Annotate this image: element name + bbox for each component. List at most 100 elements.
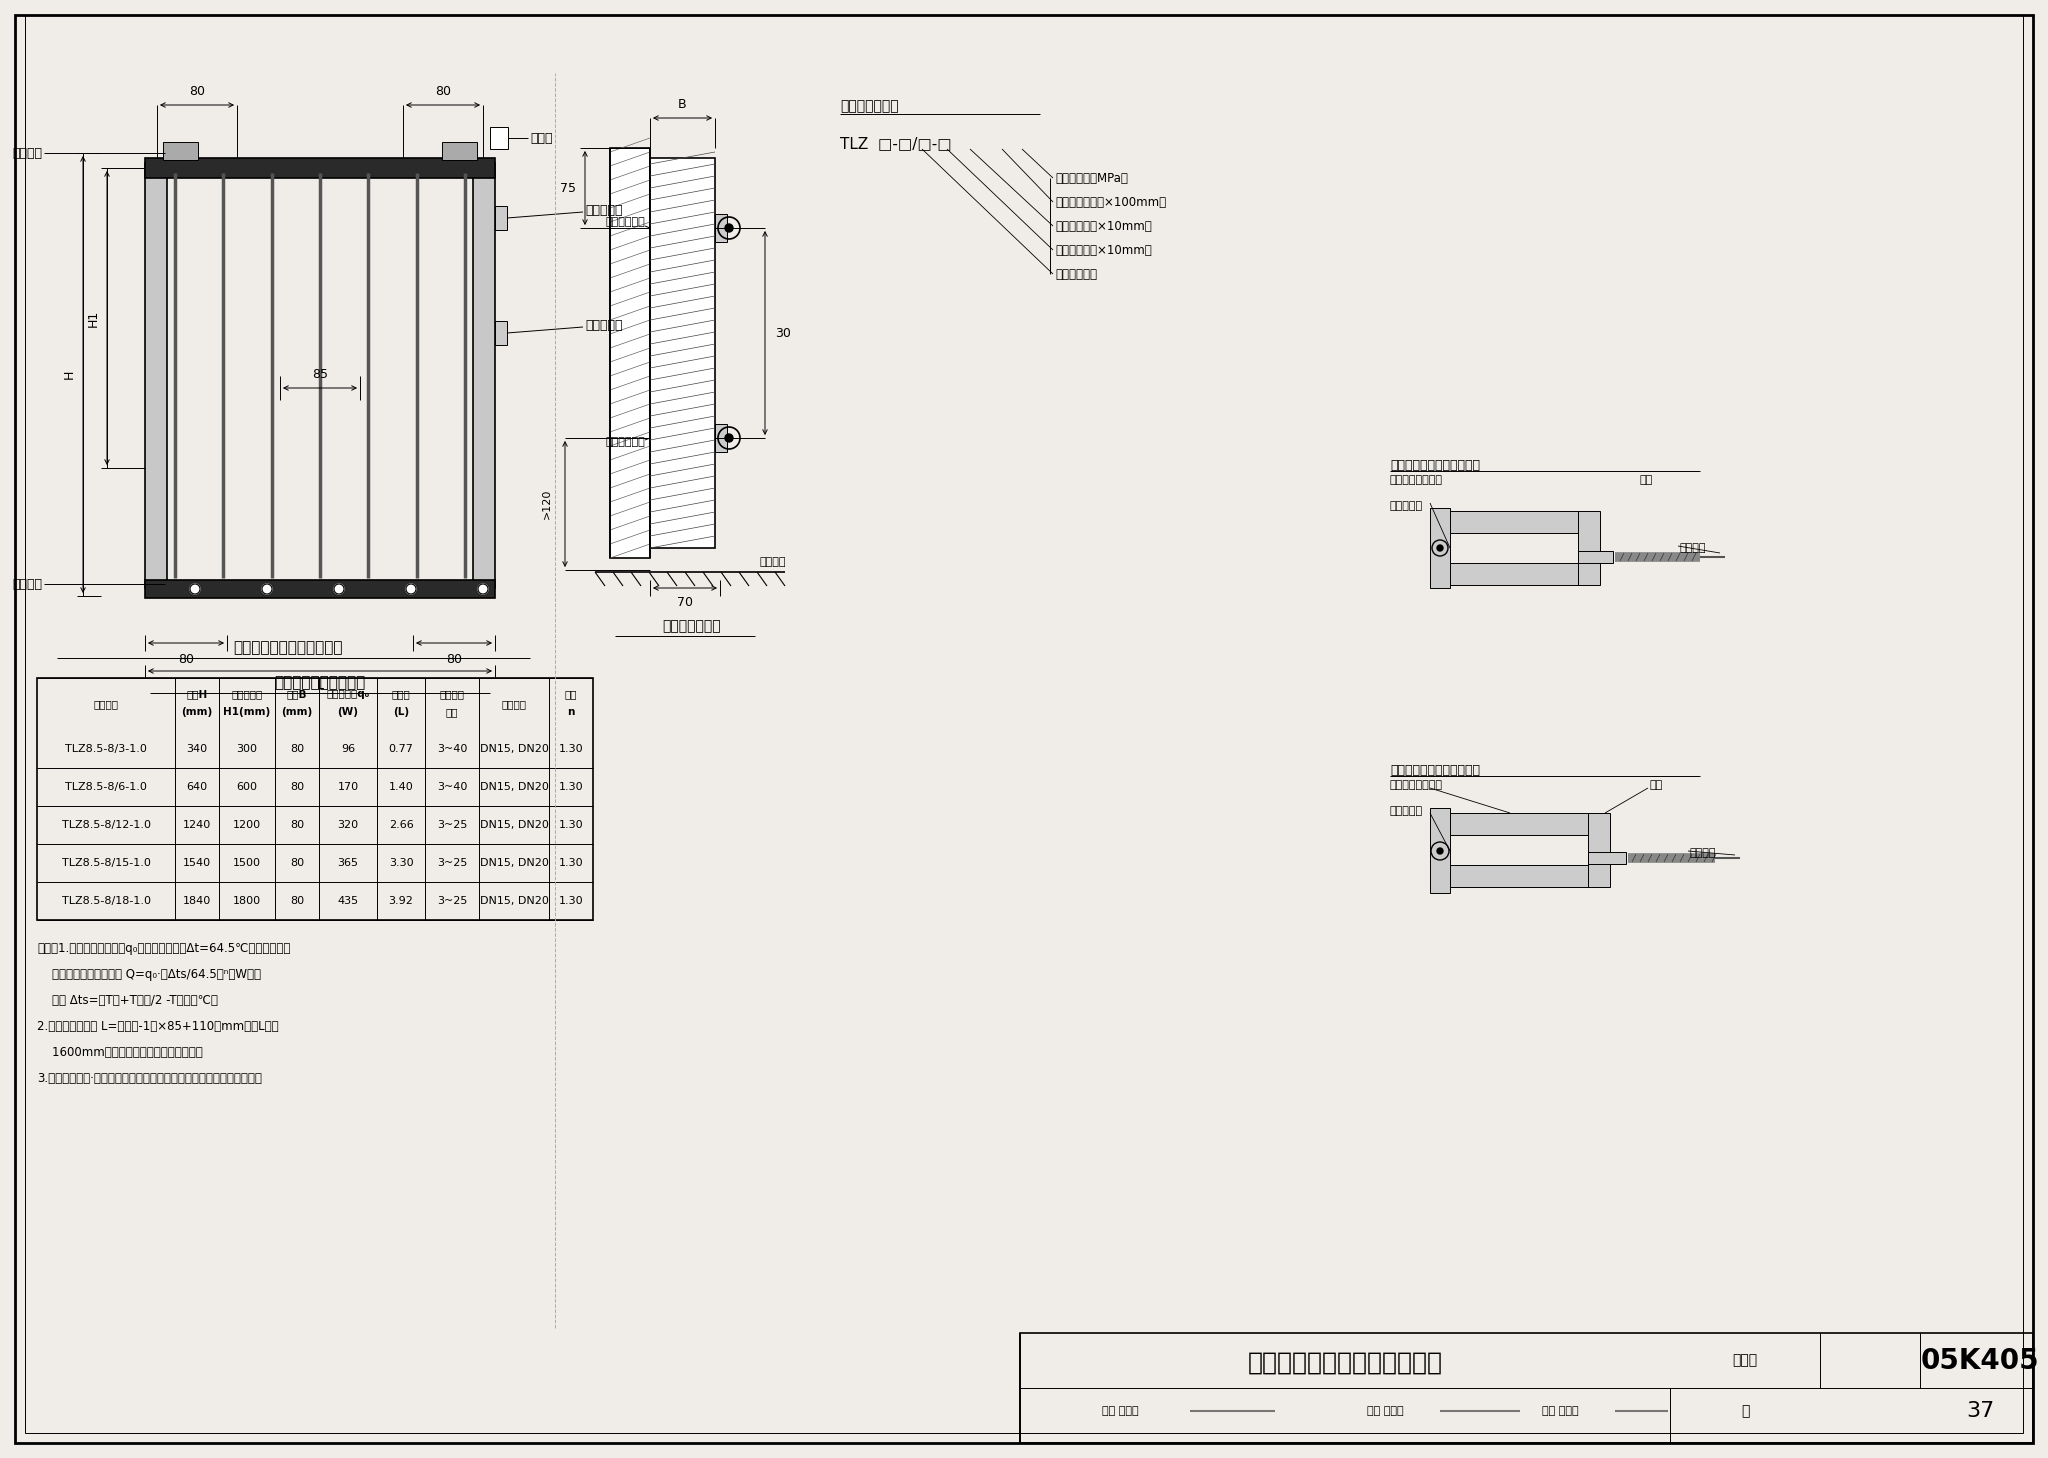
Text: (mm): (mm) [182, 707, 213, 717]
Text: 散热器型号标记: 散热器型号标记 [840, 99, 899, 114]
Bar [1579, 510, 1599, 585]
Text: (mm): (mm) [281, 707, 313, 717]
Text: 页: 页 [1741, 1404, 1749, 1419]
Text: 出水接口: 出水接口 [12, 577, 43, 590]
Text: 96: 96 [340, 744, 354, 754]
Text: 2.66: 2.66 [389, 819, 414, 830]
Text: 0.77: 0.77 [389, 744, 414, 754]
Text: DN15, DN20: DN15, DN20 [479, 857, 549, 868]
Text: 图集号: 图集号 [1733, 1353, 1757, 1368]
Bar [1450, 814, 1589, 835]
Text: 340: 340 [186, 744, 207, 754]
Text: 30: 30 [774, 327, 791, 340]
Text: 膨胀螺栓: 膨胀螺栓 [1679, 542, 1706, 553]
Bar [145, 163, 168, 588]
Text: 铜铝复合柱翼型散热器（四）: 铜铝复合柱翼型散热器（四） [1247, 1352, 1442, 1375]
Text: 37: 37 [1966, 1401, 1995, 1422]
Text: 1240: 1240 [182, 819, 211, 830]
Text: 一工作压力（MPa）: 一工作压力（MPa） [1055, 172, 1128, 185]
Text: 一单柱长度（×10mm）: 一单柱长度（×10mm） [1055, 243, 1151, 257]
Text: 铜铝复合柱翼型散热器: 铜铝复合柱翼型散热器 [274, 675, 367, 691]
Text: 2.散热器组合长度 L=（柱数-1）×85+110（mm），L大于: 2.散热器组合长度 L=（柱数-1）×85+110（mm），L大于 [37, 1021, 279, 1034]
Bar [1587, 851, 1626, 865]
Text: 接管尺寸: 接管尺寸 [502, 698, 526, 709]
Text: 3~25: 3~25 [436, 819, 467, 830]
Text: 1.30: 1.30 [559, 819, 584, 830]
Text: 80: 80 [291, 819, 303, 830]
Text: 1540: 1540 [182, 857, 211, 868]
Text: 1800: 1800 [233, 897, 260, 905]
Bar [496, 206, 508, 230]
Text: 600: 600 [236, 781, 258, 792]
Text: 80: 80 [188, 85, 205, 98]
Text: DN15, DN20: DN15, DN20 [479, 744, 549, 754]
Text: 80: 80 [291, 744, 303, 754]
Bar [473, 163, 496, 588]
Bar [715, 214, 727, 242]
Text: 设计 胡建国: 设计 胡建国 [1542, 1406, 1579, 1416]
Text: 320: 320 [338, 819, 358, 830]
Circle shape [1438, 849, 1444, 854]
Text: 1.30: 1.30 [559, 857, 584, 868]
Text: 螺栓安装孔: 螺栓安装孔 [1391, 806, 1423, 816]
Text: 卡钩: 卡钩 [1640, 475, 1653, 486]
Text: 每片非标准工况散热量 Q=q₀·（Δts/64.5）ⁿ（W）。: 每片非标准工况散热量 Q=q₀·（Δts/64.5）ⁿ（W）。 [37, 968, 260, 981]
Text: H1: H1 [86, 309, 100, 327]
Text: 螺栓安装孔: 螺栓安装孔 [1391, 502, 1423, 510]
Circle shape [477, 585, 487, 593]
Bar [1430, 808, 1450, 892]
Circle shape [334, 585, 344, 593]
Bar [1587, 814, 1610, 886]
Bar [496, 321, 508, 346]
Text: 水容量: 水容量 [391, 690, 410, 698]
Text: 80: 80 [178, 653, 195, 665]
Text: 1500: 1500 [233, 857, 260, 868]
Text: n: n [567, 707, 575, 717]
Text: 建筑地面: 建筑地面 [760, 557, 786, 567]
Bar [145, 157, 496, 178]
Bar [1430, 507, 1450, 588]
Text: TLZ  □-□/□-□: TLZ □-□/□-□ [840, 137, 952, 152]
Circle shape [725, 225, 733, 232]
Text: 85: 85 [311, 367, 328, 381]
Text: 挂装固定组件: 挂装固定组件 [606, 437, 645, 448]
Text: 640: 640 [186, 781, 207, 792]
Text: H: H [63, 370, 76, 379]
Text: 1600mm时，中间增设一组挂装固定点。: 1600mm时，中间增设一组挂装固定点。 [37, 1045, 203, 1059]
Bar [1450, 865, 1589, 886]
Text: 80: 80 [446, 653, 463, 665]
Text: 3.本页根据意普·金泰格散热器（北京）有限公司提供的技术资料编制。: 3.本页根据意普·金泰格散热器（北京）有限公司提供的技术资料编制。 [37, 1072, 262, 1085]
Text: 放气阀: 放气阀 [530, 131, 553, 144]
Text: 说明：1.表中所示的散热量q₀为标准工况下（Δt=64.5℃）的散热量。: 说明：1.表中所示的散热量q₀为标准工况下（Δt=64.5℃）的散热量。 [37, 942, 291, 955]
Circle shape [725, 434, 733, 442]
Bar [442, 141, 477, 160]
Text: TLZ8.5-8/12-1.0: TLZ8.5-8/12-1.0 [61, 819, 150, 830]
Text: 3.92: 3.92 [389, 897, 414, 905]
Bar [715, 424, 727, 452]
Text: 一单柱宽度（×10mm）: 一单柱宽度（×10mm） [1055, 220, 1151, 232]
Text: 柱宽B: 柱宽B [287, 690, 307, 698]
Text: 一体连接: 一体连接 [440, 690, 465, 698]
Text: B: B [678, 98, 686, 111]
Text: DN15, DN20: DN15, DN20 [479, 897, 549, 905]
Text: 一铜铝柱翼型: 一铜铝柱翼型 [1055, 267, 1098, 280]
Text: 1.30: 1.30 [559, 744, 584, 754]
Text: >120: >120 [543, 488, 553, 519]
Text: 散热器技术性能表（单柱）: 散热器技术性能表（单柱） [233, 640, 342, 656]
Bar [1020, 1333, 2034, 1443]
Text: L: L [317, 678, 324, 691]
Text: 托架长度调整螺栓: 托架长度调整螺栓 [1391, 780, 1444, 790]
Text: 标准散热量q₀: 标准散热量q₀ [326, 690, 369, 698]
Text: 170: 170 [338, 781, 358, 792]
Text: 进水接口: 进水接口 [12, 146, 43, 159]
Text: 高度H: 高度H [186, 690, 207, 698]
Text: 指数: 指数 [565, 690, 578, 698]
Text: 1200: 1200 [233, 819, 260, 830]
Text: 80: 80 [291, 781, 303, 792]
Bar [610, 149, 649, 558]
Text: 一接管中心距（×100mm）: 一接管中心距（×100mm） [1055, 195, 1165, 208]
Text: 1.40: 1.40 [389, 781, 414, 792]
Text: 挂装固定点: 挂装固定点 [586, 204, 623, 216]
Text: 80: 80 [291, 857, 303, 868]
Text: 散热器挂装固定组件（上）: 散热器挂装固定组件（上） [1391, 764, 1481, 777]
